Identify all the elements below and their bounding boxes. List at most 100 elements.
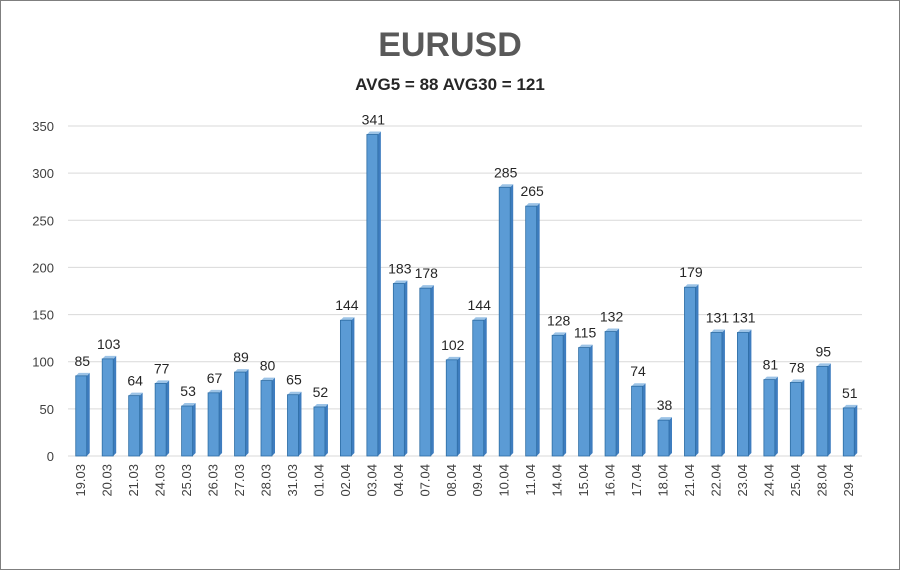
data-label: 285 — [494, 164, 518, 180]
x-tick-label: 10.04 — [497, 464, 512, 497]
bar-side — [854, 404, 858, 456]
x-tick-label: 16.04 — [603, 464, 618, 497]
bar-side — [404, 280, 408, 456]
x-tick-label: 28.03 — [259, 464, 274, 497]
data-label: 64 — [127, 373, 143, 389]
bar — [710, 332, 723, 457]
bar-side — [563, 332, 567, 456]
x-tick-label: 02.04 — [338, 464, 353, 497]
data-label: 67 — [207, 370, 223, 386]
bar-side — [272, 377, 275, 456]
x-tick-label: 21.04 — [682, 464, 697, 497]
bar-top — [472, 317, 487, 321]
data-label: 53 — [180, 383, 196, 399]
bar-top — [366, 131, 381, 135]
bar-side — [192, 403, 196, 456]
x-tick-label: 24.04 — [761, 464, 776, 497]
data-label: 144 — [335, 297, 359, 313]
bar-top — [75, 372, 90, 376]
y-tick-label: 250 — [32, 213, 54, 228]
bar-side — [510, 184, 514, 457]
x-tick-label: 07.04 — [417, 464, 432, 497]
bar — [181, 405, 194, 457]
data-label: 103 — [97, 336, 121, 352]
bar-top — [419, 285, 434, 289]
bar-top — [578, 344, 593, 348]
x-tick-label: 25.03 — [179, 464, 194, 497]
bar-side — [113, 355, 117, 456]
bar-side — [245, 369, 249, 456]
bar — [842, 407, 855, 457]
bar-top — [181, 403, 196, 407]
y-tick-label: 50 — [40, 402, 54, 417]
bar — [445, 359, 458, 457]
y-tick-label: 100 — [32, 355, 54, 370]
data-label: 131 — [706, 309, 730, 325]
bar-side — [536, 203, 540, 456]
bar — [75, 375, 88, 457]
bar-top — [763, 376, 778, 380]
data-label: 144 — [468, 297, 492, 313]
bar — [737, 332, 749, 457]
x-tick-label: 18.04 — [656, 464, 671, 497]
bar-top — [287, 391, 302, 395]
bar — [789, 382, 802, 457]
data-label: 179 — [679, 264, 703, 280]
bar — [816, 366, 829, 457]
x-tick-label: 19.03 — [73, 464, 88, 497]
data-label: 341 — [362, 111, 386, 127]
bar-top — [525, 203, 540, 207]
x-tick-label: 17.04 — [629, 464, 644, 497]
data-label: 74 — [630, 363, 646, 379]
bar-top — [816, 363, 831, 367]
bar — [551, 334, 564, 457]
x-tick-label: 27.03 — [232, 464, 247, 497]
data-label: 128 — [547, 312, 571, 328]
data-label: 183 — [388, 260, 412, 276]
bar-top — [393, 280, 408, 284]
x-tick-label: 09.04 — [470, 464, 485, 497]
bar-top — [313, 403, 328, 407]
data-label: 95 — [816, 343, 832, 359]
bar — [234, 371, 246, 457]
bar-side — [324, 403, 328, 456]
data-label: 178 — [415, 265, 439, 281]
x-tick-label: 23.04 — [735, 464, 750, 497]
bar-top — [128, 392, 143, 396]
bar — [339, 319, 352, 457]
bar-side — [669, 417, 672, 456]
bar-top — [208, 389, 223, 393]
x-tick-label: 21.03 — [126, 464, 141, 497]
data-label: 51 — [842, 385, 858, 401]
bar — [260, 380, 273, 457]
bar — [392, 283, 405, 457]
bar-side — [430, 285, 434, 456]
x-tick-label: 24.03 — [153, 464, 168, 497]
y-tick-label: 0 — [47, 449, 54, 464]
x-tick-label: 11.04 — [523, 464, 538, 496]
data-label: 265 — [520, 183, 544, 199]
bar-top — [605, 328, 620, 332]
x-tick-label: 03.04 — [364, 464, 379, 497]
bar-side — [351, 317, 355, 456]
data-label: 85 — [74, 353, 90, 369]
data-label: 102 — [441, 337, 465, 353]
bar — [631, 385, 643, 457]
x-tick-label: 26.03 — [206, 464, 221, 497]
y-tick-label: 200 — [32, 260, 54, 275]
chart-title: EURUSD — [378, 26, 522, 64]
bar-side — [377, 131, 381, 456]
bar — [207, 392, 220, 457]
bar-top — [631, 383, 646, 387]
bar-side — [166, 380, 170, 456]
bar-side — [748, 329, 752, 456]
bar — [313, 406, 326, 457]
x-tick-label: 15.04 — [576, 464, 591, 497]
x-tick-label: 22.04 — [708, 464, 723, 497]
bar-side — [139, 392, 143, 456]
x-tick-label: 29.04 — [841, 464, 856, 497]
bar-side — [298, 391, 302, 456]
y-tick-label: 150 — [32, 308, 54, 323]
bar — [657, 419, 670, 457]
bar — [578, 347, 590, 457]
